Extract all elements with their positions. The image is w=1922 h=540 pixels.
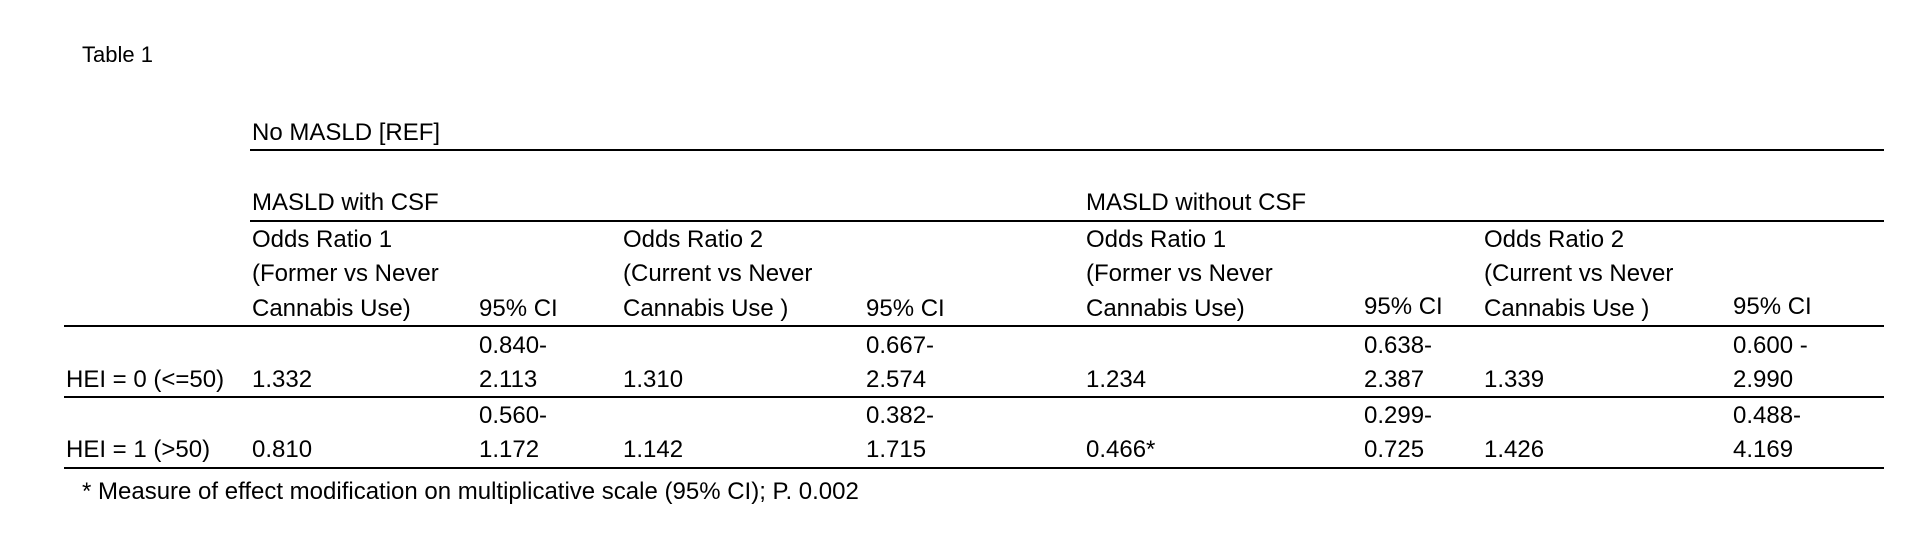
ci1-with-csf-high: 1.172: [479, 436, 540, 463]
group-header-with-csf: MASLD with CSF: [252, 189, 439, 216]
col-header-ci1-without-csf: 95% CI: [1364, 293, 1443, 320]
row-label: HEI = 0 (<=50): [66, 366, 225, 393]
header-line: Odds Ratio 1: [252, 226, 393, 253]
or1-with-csf: 1.332: [252, 366, 313, 393]
header-line: Cannabis Use ): [623, 295, 789, 322]
or1-without-csf: 0.466*: [1086, 436, 1156, 463]
rule-row-separator: [64, 396, 1884, 398]
or1-with-csf: 0.810: [252, 436, 313, 463]
rule-reference: [250, 149, 1884, 151]
ci2-without-csf-high: 4.169: [1733, 436, 1794, 463]
ci1-with-csf-low: 0.560-: [479, 402, 548, 429]
header-line: Cannabis Use): [1086, 295, 1245, 322]
header-line: (Former vs Never: [1086, 260, 1273, 287]
header-line: Odds Ratio 1: [1086, 226, 1227, 253]
or2-with-csf: 1.310: [623, 366, 684, 393]
or1-without-csf: 1.234: [1086, 366, 1147, 393]
ci2-with-csf-low: 0.667-: [866, 332, 935, 359]
ci2-without-csf-low: 0.600 -: [1733, 332, 1808, 359]
ci2-with-csf-low: 0.382-: [866, 402, 935, 429]
ci1-with-csf-low: 0.840-: [479, 332, 548, 359]
ci1-without-csf-low: 0.299-: [1364, 402, 1433, 429]
header-line: (Current vs Never: [623, 260, 813, 287]
ci2-with-csf-high: 1.715: [866, 436, 927, 463]
header-line: Cannabis Use ): [1484, 295, 1650, 322]
header-line: (Former vs Never: [252, 260, 439, 287]
ci2-without-csf-high: 2.990: [1733, 366, 1794, 393]
reference-label: No MASLD [REF]: [252, 119, 441, 146]
header-line: Cannabis Use): [252, 295, 411, 322]
footnote: * Measure of effect modification on mult…: [82, 478, 859, 505]
or2-without-csf: 1.339: [1484, 366, 1545, 393]
header-line: Odds Ratio 2: [623, 226, 764, 253]
header-line: (Current vs Never: [1484, 260, 1674, 287]
col-header-ci1-with-csf: 95% CI: [479, 295, 558, 322]
group-header-without-csf: MASLD without CSF: [1086, 189, 1307, 216]
ci2-with-csf-high: 2.574: [866, 366, 927, 393]
ci1-without-csf-low: 0.638-: [1364, 332, 1433, 359]
rule-groups: [250, 220, 1884, 222]
header-line: Odds Ratio 2: [1484, 226, 1625, 253]
ci1-without-csf-high: 2.387: [1364, 366, 1425, 393]
or2-without-csf: 1.426: [1484, 436, 1545, 463]
or2-with-csf: 1.142: [623, 436, 684, 463]
table-caption: Table 1: [82, 42, 153, 67]
rule-table-bottom: [64, 467, 1884, 469]
ci1-with-csf-high: 2.113: [479, 366, 538, 393]
row-label: HEI = 1 (>50): [66, 436, 211, 463]
col-header-ci2-with-csf: 95% CI: [866, 295, 945, 322]
rule-header-bottom: [64, 325, 1884, 327]
ci2-without-csf-low: 0.488-: [1733, 402, 1802, 429]
ci1-without-csf-high: 0.725: [1364, 436, 1425, 463]
col-header-ci2-without-csf: 95% CI: [1733, 293, 1812, 320]
